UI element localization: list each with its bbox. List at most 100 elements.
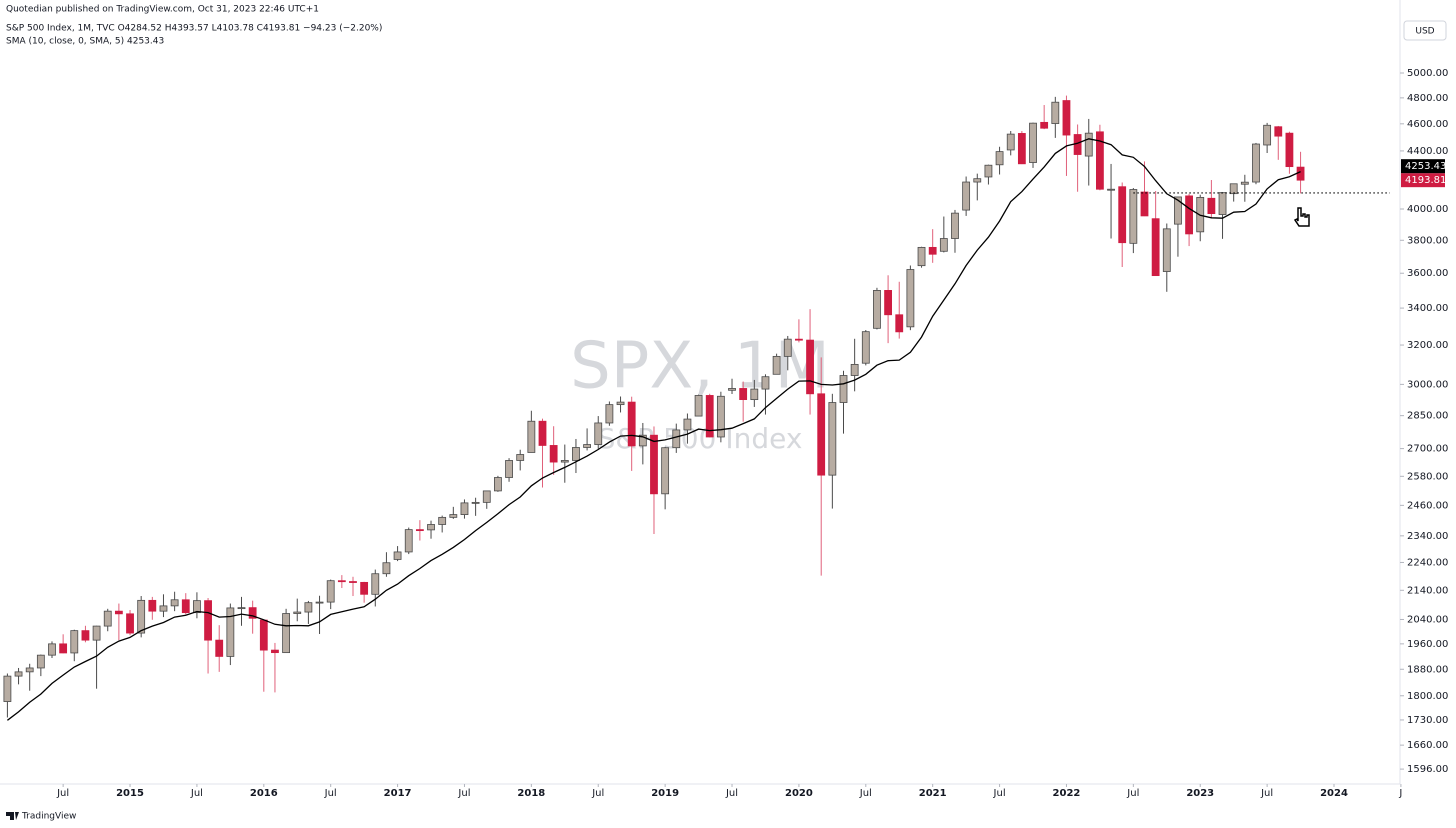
candle-body [1185, 195, 1193, 235]
candle-body [1296, 166, 1305, 181]
candle-body [895, 314, 904, 333]
candle-body [382, 562, 391, 575]
candle-body [70, 630, 79, 654]
x-tick-label: Jul [591, 788, 604, 799]
candle-body [460, 502, 469, 515]
candle-body [672, 429, 681, 449]
candle-body [36, 654, 45, 669]
y-tick-label: 3000.00 [1407, 379, 1448, 390]
y-tick-label: 2040.00 [1407, 614, 1448, 625]
axes: 5000.00 4800.00 4600.00 4400.00 4000.00 3800.… [56, 68, 1448, 799]
candle-body [393, 551, 402, 560]
candle-body [627, 401, 636, 447]
y-tick-label: 5000.00 [1407, 68, 1448, 79]
y-tick-label: 1596.00 [1407, 764, 1448, 775]
candle-body [237, 607, 246, 610]
x-tick-label: 2023 [1186, 788, 1214, 799]
candle-body [928, 246, 937, 255]
candle-body [650, 434, 658, 495]
candle-body [1040, 121, 1049, 129]
candle-body [304, 602, 313, 613]
candle-body [427, 524, 435, 531]
y-tick-label: 2850.00 [1407, 411, 1448, 422]
candle-body [471, 501, 480, 504]
x-tick-label: Jul [56, 788, 69, 799]
candle-body [293, 611, 302, 614]
candle-body [1006, 133, 1015, 151]
candle-body [873, 290, 881, 329]
candle-body [226, 607, 235, 657]
candle-body [661, 447, 670, 495]
x-tick-label: Jul [993, 788, 1006, 799]
candle-body [371, 573, 380, 595]
y-tick-label: 3600.00 [1407, 268, 1448, 279]
candle-body [81, 630, 90, 641]
candle-body [438, 516, 447, 525]
candle-body [315, 601, 324, 604]
candle-body [772, 355, 781, 375]
candle-body [1084, 132, 1093, 157]
candle-body [204, 600, 212, 641]
x-tick-label: 2015 [116, 788, 144, 799]
y-tick-label: 1660.00 [1407, 740, 1448, 751]
candle-body [92, 625, 101, 641]
candle-body [1073, 134, 1082, 155]
x-tick-label: Jul [1260, 788, 1273, 799]
candle-body [828, 402, 837, 476]
candle-body [917, 246, 926, 267]
y-tick-label: 2700.00 [1407, 444, 1448, 455]
candle-body [906, 269, 915, 328]
legend-sma: SMA (10, close, 0, SMA, 5) 4253.43 [6, 37, 164, 47]
candle-body [750, 388, 759, 401]
candle-body [215, 639, 224, 657]
price-label: 4253.43 [1405, 161, 1446, 172]
candle-body [761, 376, 770, 390]
x-tick-label: 2020 [785, 788, 813, 799]
candle-body [360, 581, 369, 595]
candle-body [1252, 143, 1260, 183]
candle-body [1263, 124, 1272, 146]
plot [3, 95, 1390, 721]
x-tick-label: Jul [190, 788, 203, 799]
x-tick-label: Jul [457, 788, 470, 799]
candle-body [337, 580, 346, 583]
price-label: 4193.81 [1405, 175, 1446, 186]
currency-button[interactable] [1403, 20, 1447, 41]
y-tick-label: 2460.00 [1407, 500, 1448, 511]
candle-body [560, 460, 569, 463]
x-tick-label: Jul [324, 788, 337, 799]
candle-body [1107, 188, 1115, 191]
x-tick-label: Jul [859, 788, 872, 799]
y-tick-label: 4400.00 [1407, 146, 1448, 157]
y-tick-label: 1880.00 [1407, 664, 1448, 675]
candle-body [1274, 126, 1283, 137]
published-note: Quotedian published on TradingView.com, … [6, 5, 319, 15]
candle-body [583, 444, 591, 448]
candle-body [1051, 101, 1060, 124]
candle-body [638, 434, 647, 447]
candle-body [1129, 189, 1138, 244]
y-tick-label: 2240.00 [1407, 557, 1448, 568]
candle-body [1240, 181, 1249, 185]
candle-body [159, 605, 168, 612]
candle-body [193, 600, 201, 614]
candle-body [1207, 197, 1216, 215]
legend-main: S&P 500 Index, 1M, TVC O4284.52 H4393.57… [6, 24, 382, 34]
x-tick-label: 2018 [517, 788, 545, 799]
candle-body [494, 477, 502, 492]
candle-body [572, 447, 580, 461]
candle-body [1062, 100, 1071, 136]
footer-logo [6, 812, 19, 820]
candle-body [694, 395, 703, 417]
candle-body [850, 363, 859, 376]
candle-body [839, 375, 848, 403]
candle-body [3, 675, 12, 702]
y-tick-label: 3200.00 [1407, 340, 1448, 351]
candle-body [248, 607, 257, 619]
y-tick-label: 2580.00 [1407, 471, 1448, 482]
currency[interactable]: USD [1415, 27, 1434, 37]
candle-body [449, 514, 458, 518]
candle-body [594, 422, 603, 445]
x-tick-label: Jul [725, 788, 738, 799]
